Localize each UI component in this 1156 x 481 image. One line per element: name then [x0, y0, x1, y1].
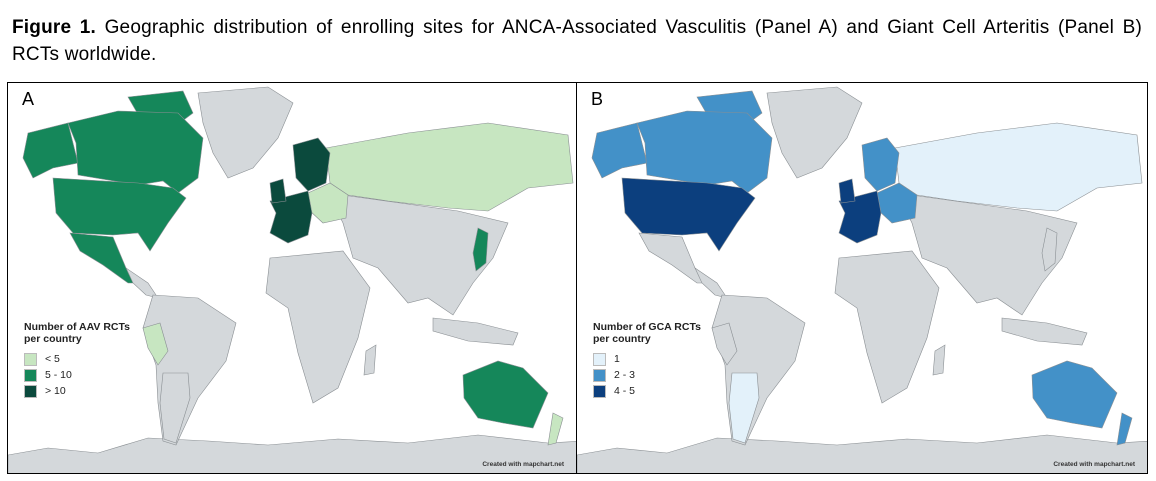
map-credit: Created with mapchart.net — [1053, 461, 1135, 468]
world-map — [577, 86, 1147, 473]
country-asia — [896, 192, 1078, 316]
country-argentina — [159, 372, 191, 444]
country-usa — [621, 177, 756, 252]
country-uk — [838, 178, 856, 204]
panel-b-map: B Number of GCA RCTs per country 1 2 - 3… — [576, 82, 1148, 474]
country-new-zealand — [547, 412, 564, 446]
legend-swatch — [593, 352, 606, 366]
legend-label: 4 - 5 — [614, 385, 636, 397]
legend-swatch — [24, 368, 37, 382]
country-usa — [52, 177, 187, 252]
country-scandinavia — [861, 137, 900, 192]
legend-title: Number of GCA RCTs per country — [593, 321, 701, 345]
map-credit: Created with mapchart.net — [482, 461, 564, 468]
country-samerica — [711, 294, 806, 446]
country-africa — [834, 250, 940, 404]
country-indonesia — [1001, 317, 1088, 346]
country-alaska — [22, 122, 79, 179]
country-new-zealand — [1116, 412, 1133, 446]
legend-item: 2 - 3 — [593, 367, 713, 383]
caption-text: Geographic distribution of enrolling sit… — [12, 17, 1142, 65]
legend-swatch — [24, 352, 37, 366]
country-camerica — [694, 267, 728, 299]
legend-item: 1 — [593, 351, 713, 367]
country-antarctica — [8, 434, 576, 473]
country-alaska — [591, 122, 648, 179]
map-legend: Number of AAV RCTs per country < 5 5 - 1… — [24, 321, 144, 399]
country-camerica — [125, 267, 159, 299]
country-greenland — [197, 86, 294, 179]
country-scandinavia — [292, 137, 331, 192]
legend-swatch — [593, 368, 606, 382]
country-japan — [1041, 227, 1058, 272]
legend-item: 4 - 5 — [593, 383, 713, 399]
country-australia — [462, 360, 549, 429]
country-indonesia — [432, 317, 519, 346]
legend-item: < 5 — [24, 351, 144, 367]
country-western-europe — [269, 190, 313, 244]
figure-caption: Figure 1. Geographic distribution of enr… — [12, 14, 1142, 68]
caption-label: Figure 1. — [12, 17, 97, 38]
country-argentina — [728, 372, 760, 444]
legend-swatch — [593, 384, 606, 398]
legend-item: > 10 — [24, 383, 144, 399]
panel-label: B — [591, 89, 604, 109]
legend-swatch — [24, 384, 37, 398]
map-legend: Number of GCA RCTs per country 1 2 - 3 4… — [593, 321, 713, 399]
country-greenland — [766, 86, 863, 179]
country-uk — [269, 178, 287, 204]
panel-label: A — [22, 89, 35, 109]
country-peru — [711, 322, 738, 366]
legend-label: 2 - 3 — [614, 369, 636, 381]
legend-item: 5 - 10 — [24, 367, 144, 383]
country-asia — [327, 192, 509, 316]
legend-label: > 10 — [45, 385, 66, 397]
country-western-europe — [838, 190, 882, 244]
country-peru — [142, 322, 169, 366]
legend-title: Number of AAV RCTs per country — [24, 321, 130, 345]
country-japan — [472, 227, 489, 272]
legend-label: 1 — [614, 353, 620, 365]
country-antarctica — [577, 434, 1147, 473]
country-samerica — [142, 294, 237, 446]
world-map — [8, 86, 576, 473]
panel-a-map: A Number of AAV RCTs per country < 5 5 -… — [7, 82, 577, 474]
country-madagascar — [363, 344, 377, 376]
country-australia — [1031, 360, 1118, 429]
legend-label: 5 - 10 — [45, 369, 72, 381]
country-madagascar — [932, 344, 946, 376]
legend-label: < 5 — [45, 353, 60, 365]
country-africa — [265, 250, 371, 404]
